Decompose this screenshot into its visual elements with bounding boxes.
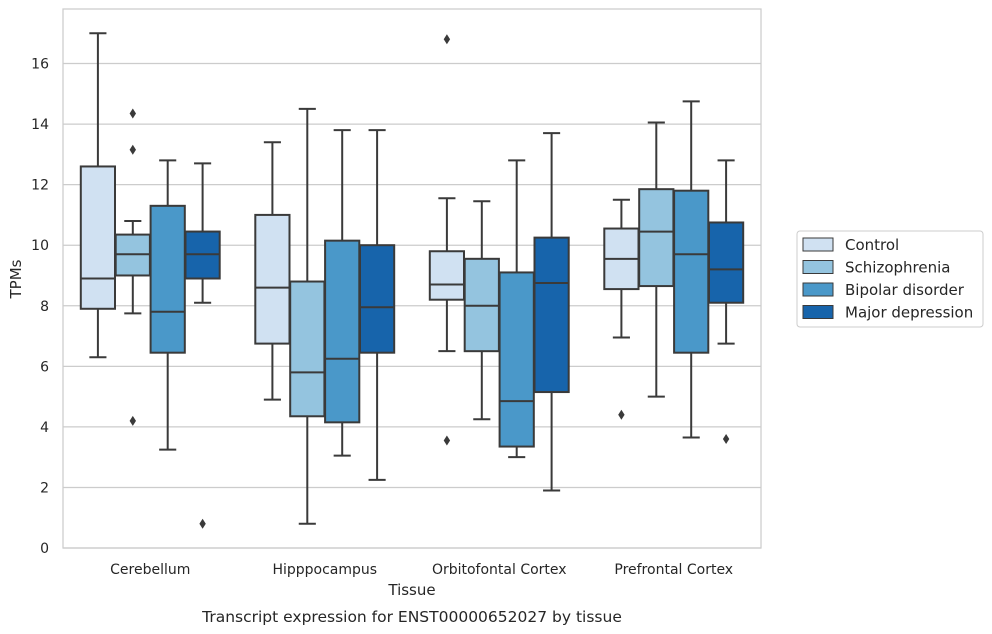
outlier-point (129, 108, 136, 119)
iqr-box (638, 188, 675, 288)
box-1-3 (358, 129, 396, 481)
box-1-0 (254, 141, 291, 401)
box-1-1 (289, 107, 326, 525)
outlier-point (199, 518, 206, 529)
legend: Control Schizophrenia Bipolar disorder Majo… (796, 230, 984, 328)
outlier-point (129, 415, 136, 426)
box-0-3 (184, 162, 221, 529)
box-1-2 (324, 129, 361, 457)
legend-swatch (802, 260, 834, 274)
outlier-point (618, 409, 625, 420)
outlier-point (129, 144, 136, 155)
iqr-box (358, 244, 396, 354)
box-plot-area (79, 32, 745, 529)
x-tick-label: Hipppocampus (272, 562, 377, 578)
y-tick-label: 14 (31, 117, 49, 133)
x-tick-label: Orbitofontal Cortex (432, 562, 567, 578)
box-0-2 (149, 159, 186, 451)
y-tick-label: 16 (31, 57, 49, 73)
box-3-2 (673, 100, 710, 439)
y-tick-label: 8 (40, 299, 49, 315)
iqr-box (498, 271, 535, 448)
box-2-1 (463, 200, 500, 421)
box-0-1 (114, 108, 151, 426)
y-tick-label: 10 (31, 238, 49, 254)
y-tick-label: 0 (40, 541, 49, 557)
iqr-box (707, 221, 745, 304)
x-axis-title: Tissue (387, 581, 435, 599)
box-3-1 (638, 121, 675, 398)
box-2-0 (428, 34, 466, 446)
legend-swatch (802, 305, 834, 319)
chart-caption: Transcript expression for ENST0000065202… (201, 608, 622, 626)
iqr-box (149, 204, 186, 354)
legend-swatch (802, 282, 834, 297)
x-tick-label: Prefrontal Cortex (614, 562, 733, 578)
y-tick-label: 2 (40, 480, 49, 496)
legend-item: Schizophrenia (802, 259, 950, 277)
box-2-3 (533, 132, 570, 492)
iqr-box (673, 189, 710, 354)
y-axis-ticks: 0 2 4 6 8 10 12 14 16 (31, 57, 49, 557)
outlier-point (443, 34, 451, 45)
legend-frame (796, 230, 984, 328)
x-tick-label: Cerebellum (110, 562, 190, 578)
y-tick-label: 4 (40, 420, 49, 436)
legend-items: Control Schizophrenia Bipolar disorder Majo… (802, 236, 973, 322)
box-3-3 (707, 159, 745, 444)
iqr-box (428, 250, 466, 301)
box-0-0 (79, 32, 117, 359)
iqr-box (533, 236, 570, 394)
box-2-2 (498, 159, 535, 459)
y-axis-title: TPMs (7, 259, 25, 299)
iqr-box (289, 280, 326, 418)
x-axis-ticks: Cerebellum Hipppocampus Orbitofontal Corte… (110, 562, 733, 578)
box-3-0 (603, 198, 640, 420)
legend-label: Schizophrenia (845, 259, 950, 277)
plot-frame (62, 8, 762, 549)
legend-item: Control (802, 236, 899, 254)
legend-label: Major depression (845, 304, 973, 322)
legend-label: Control (845, 236, 899, 254)
legend-label: Bipolar disorder (845, 281, 965, 299)
legend-item: Major depression (802, 304, 973, 322)
iqr-box (324, 239, 361, 424)
outlier-point (722, 433, 730, 444)
outlier-point (443, 435, 451, 446)
y-tick-label: 6 (40, 359, 49, 375)
iqr-box (79, 165, 117, 310)
legend-swatch (802, 237, 834, 252)
iqr-box (254, 213, 291, 345)
y-tick-label: 12 (31, 178, 49, 194)
legend-item: Bipolar disorder (802, 281, 965, 299)
